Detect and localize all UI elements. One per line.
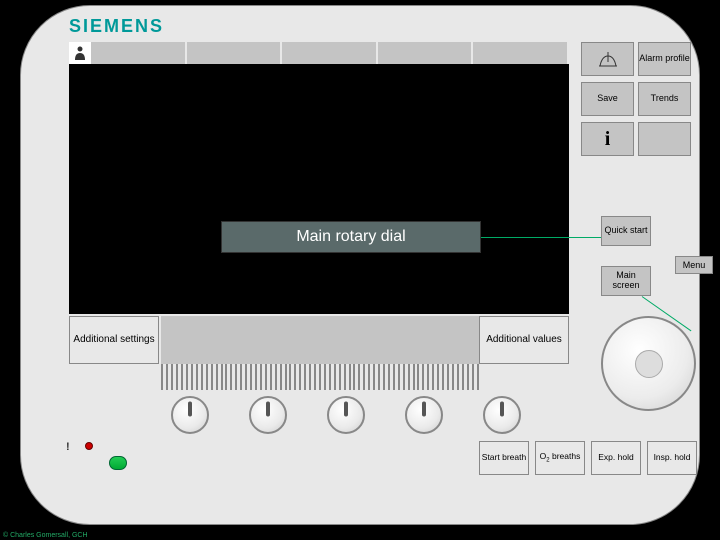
hatched-indicator-strip — [161, 364, 479, 390]
hatch-segment — [417, 364, 479, 390]
quick-start-button[interactable]: Quick start — [601, 216, 651, 246]
small-dial[interactable] — [171, 396, 209, 434]
small-dial[interactable] — [483, 396, 521, 434]
patient-icon[interactable] — [69, 42, 91, 64]
waveform-screen — [69, 64, 569, 314]
info-label: i — [605, 128, 611, 150]
trends-button[interactable]: Trends — [638, 82, 691, 116]
alarm-profile-icon-button[interactable] — [581, 42, 634, 76]
menu-label: Menu — [683, 260, 706, 270]
main-rotary-dial[interactable] — [601, 316, 696, 411]
info-button[interactable]: i — [581, 122, 634, 156]
additional-settings-button[interactable]: Additional settings — [69, 316, 159, 364]
warning-icon: ! — [59, 438, 79, 455]
main-rotary-dial-banner: Main rotary dial — [221, 221, 481, 253]
small-dial[interactable] — [249, 396, 287, 434]
save-button[interactable]: Save — [581, 82, 634, 116]
bottom-button-row: Start breath O2 breaths Exp. hold Insp. … — [479, 441, 697, 475]
insp-hold-button[interactable]: Insp. hold — [647, 441, 697, 475]
insp-hold-label: Insp. hold — [654, 453, 691, 462]
device-panel: SIEMENS Alarm profile Save Trends i Main — [20, 5, 700, 525]
topbar-segment — [282, 42, 378, 64]
quick-start-label: Quick start — [604, 226, 647, 236]
dial-center — [635, 350, 663, 378]
top-status-bar — [69, 42, 569, 64]
pointer-line — [481, 237, 601, 238]
additional-values-button[interactable]: Additional values — [479, 316, 569, 364]
o2-breaths-button[interactable]: O2 breaths — [535, 441, 585, 475]
small-dial[interactable] — [327, 396, 365, 434]
side-button-column: Alarm profile Save Trends i — [581, 42, 691, 162]
o2-breaths-label: O2 breaths — [540, 452, 581, 464]
topbar-segment — [378, 42, 474, 64]
hatch-segment — [161, 364, 223, 390]
additional-settings-label: Additional settings — [73, 334, 154, 346]
alarm-profile-button[interactable]: Alarm profile — [638, 42, 691, 76]
main-screen-label: Main screen — [602, 271, 650, 291]
exp-hold-label: Exp. hold — [598, 453, 633, 462]
blank-side-button[interactable] — [638, 122, 691, 156]
trends-label: Trends — [651, 94, 679, 104]
hatch-segment — [353, 364, 415, 390]
save-label: Save — [597, 94, 618, 104]
center-banner-label: Main rotary dial — [296, 228, 405, 246]
power-switch[interactable] — [109, 456, 127, 470]
main-screen-button[interactable]: Main screen — [601, 266, 651, 296]
exp-hold-button[interactable]: Exp. hold — [591, 441, 641, 475]
topbar-segment — [91, 42, 187, 64]
brand-logo: SIEMENS — [69, 16, 164, 37]
topbar-segment — [473, 42, 569, 64]
alarm-profile-label: Alarm profile — [639, 54, 690, 64]
hatch-segment — [225, 364, 287, 390]
start-breath-button[interactable]: Start breath — [479, 441, 529, 475]
topbar-segment — [187, 42, 283, 64]
hatch-segment — [289, 364, 351, 390]
alarm-led — [85, 442, 93, 450]
menu-button[interactable]: Menu — [675, 256, 713, 274]
small-dials-row — [171, 396, 521, 434]
small-dial[interactable] — [405, 396, 443, 434]
additional-values-label: Additional values — [486, 334, 562, 346]
copyright-text: © Charles Gomersall, GCH — [0, 531, 91, 540]
start-breath-label: Start breath — [482, 453, 526, 462]
